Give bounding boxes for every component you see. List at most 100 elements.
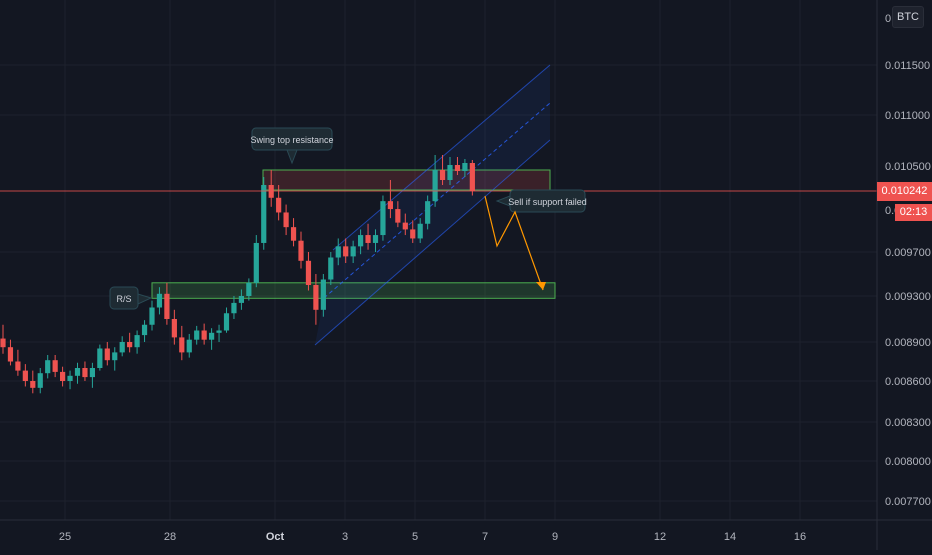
candle bbox=[410, 220, 416, 243]
channel-upper bbox=[332, 64, 551, 251]
x-tick-label: Oct bbox=[266, 531, 285, 543]
y-tick-label: 0.009700 bbox=[885, 247, 931, 259]
candle bbox=[402, 213, 408, 236]
y-tick-label: 0.010500 bbox=[885, 161, 931, 173]
candle-body bbox=[223, 313, 230, 331]
candle bbox=[156, 287, 163, 315]
candle bbox=[134, 330, 140, 354]
candle-body bbox=[395, 209, 401, 223]
candle-body bbox=[372, 235, 379, 243]
candle-body bbox=[290, 227, 297, 241]
x-tick-label: 16 bbox=[794, 531, 806, 543]
x-tick-label: 25 bbox=[59, 531, 71, 543]
y-tick-label: 0.009300 bbox=[885, 291, 931, 303]
candle bbox=[358, 229, 364, 255]
candle bbox=[320, 274, 326, 317]
candle-body bbox=[216, 330, 222, 333]
candle bbox=[74, 362, 81, 384]
candle bbox=[52, 355, 58, 378]
candle-body bbox=[60, 371, 66, 381]
x-tick-label: 9 bbox=[552, 531, 558, 543]
candle-body bbox=[119, 342, 125, 353]
zone-layer bbox=[151, 169, 556, 299]
candle-body bbox=[201, 330, 207, 340]
candle-body bbox=[149, 307, 155, 325]
candle bbox=[149, 300, 155, 331]
candle bbox=[313, 274, 319, 325]
symbol-badge[interactable]: BTC bbox=[892, 6, 924, 28]
candle-body bbox=[328, 257, 334, 280]
candle-body bbox=[261, 185, 267, 243]
candle-body bbox=[134, 335, 140, 348]
candle bbox=[186, 333, 192, 358]
candle-body bbox=[462, 163, 468, 171]
candle bbox=[171, 309, 177, 345]
candle-body bbox=[164, 293, 170, 319]
candle-body bbox=[313, 285, 319, 310]
candle bbox=[298, 231, 304, 269]
candle-body bbox=[0, 338, 6, 348]
candle bbox=[82, 361, 88, 381]
x-tick-label: 14 bbox=[724, 531, 736, 543]
candle-body bbox=[52, 360, 58, 372]
candle bbox=[417, 218, 423, 243]
candle-body bbox=[112, 352, 118, 361]
candle bbox=[231, 296, 237, 319]
sell-callout: Sell if support failed bbox=[495, 189, 587, 213]
candle bbox=[194, 325, 200, 345]
candle bbox=[469, 160, 475, 196]
swing-top-callout: Swing top resistance bbox=[250, 127, 334, 165]
projection-path bbox=[484, 195, 544, 291]
candle-body bbox=[439, 170, 446, 180]
y-tick-label: 0.008600 bbox=[885, 376, 931, 388]
candle-body bbox=[305, 260, 312, 285]
candle-body bbox=[365, 235, 371, 243]
candle-body bbox=[97, 348, 103, 368]
candle-body bbox=[358, 235, 364, 247]
candle bbox=[283, 204, 289, 236]
candle-layer bbox=[0, 155, 475, 394]
y-tick-label: 0.008900 bbox=[885, 337, 931, 349]
candle bbox=[119, 336, 125, 357]
candle-body bbox=[246, 282, 252, 296]
candle bbox=[60, 366, 66, 387]
candle bbox=[127, 332, 133, 353]
candle bbox=[209, 328, 215, 350]
candle-body bbox=[425, 201, 431, 224]
candle bbox=[387, 180, 393, 219]
x-tick-label: 7 bbox=[482, 531, 488, 543]
y-tick-label: 0.007700 bbox=[885, 496, 931, 508]
candle bbox=[425, 195, 431, 230]
candle bbox=[290, 218, 297, 247]
candle bbox=[179, 325, 185, 361]
candle-body bbox=[74, 368, 81, 376]
candle bbox=[350, 240, 356, 263]
candle-body bbox=[387, 201, 393, 210]
candle-body bbox=[45, 360, 51, 374]
resistance-zone bbox=[262, 169, 551, 191]
candle bbox=[30, 370, 36, 394]
candle-body bbox=[402, 222, 408, 230]
candle-body bbox=[127, 342, 133, 348]
channel-lower bbox=[314, 139, 551, 346]
rs-callout-text: R/S bbox=[116, 294, 131, 304]
candle bbox=[462, 159, 468, 177]
candle bbox=[246, 278, 252, 301]
candle bbox=[15, 349, 21, 376]
countdown-tag: 02:13 bbox=[895, 204, 932, 221]
candle-body bbox=[276, 197, 282, 213]
candle-body bbox=[253, 242, 259, 283]
candle bbox=[253, 235, 259, 288]
annotation-layer: Swing top resistance Sell if support fail… bbox=[0, 127, 877, 310]
x-tick-label: 3 bbox=[342, 531, 348, 543]
candle bbox=[454, 157, 461, 175]
candle-body bbox=[283, 212, 289, 228]
candle bbox=[201, 323, 207, 345]
candle-body bbox=[380, 201, 386, 236]
candle bbox=[328, 252, 334, 285]
grid-layer bbox=[0, 0, 877, 520]
candle bbox=[335, 238, 341, 266]
y-tick-label: 0.008000 bbox=[885, 456, 931, 468]
